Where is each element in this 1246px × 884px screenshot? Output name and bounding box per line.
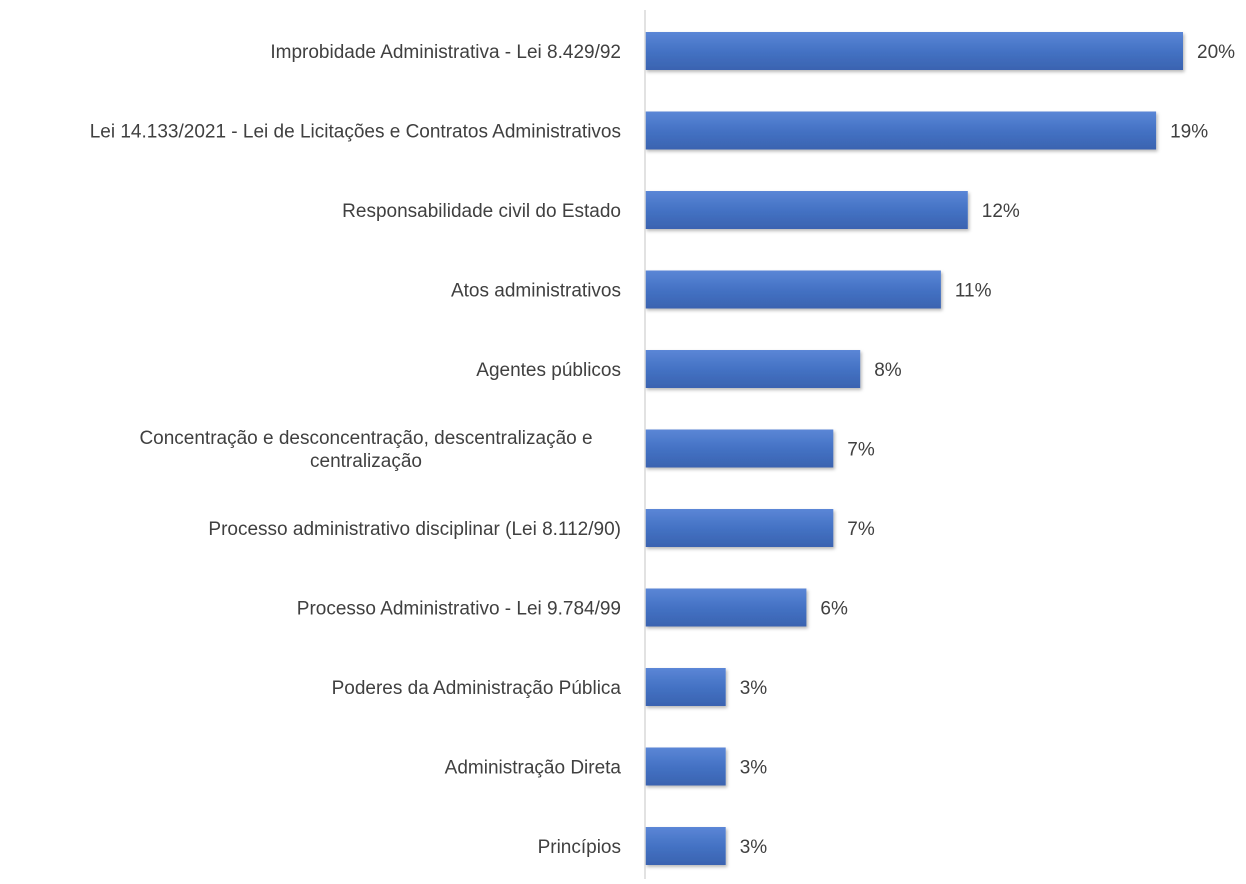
bar-value-label: 3% <box>740 758 768 779</box>
bar-value-label: 8% <box>874 360 902 381</box>
bar-value-label: 19% <box>1170 122 1208 143</box>
bar <box>645 747 726 786</box>
bar <box>645 588 807 627</box>
bar <box>645 191 968 229</box>
bar <box>645 111 1157 150</box>
category-label-line: Poderes da Administração Pública <box>332 678 622 699</box>
category-label-line: centralização <box>310 451 422 472</box>
bar <box>645 827 726 865</box>
category-label-line: Administração Direta <box>445 758 622 779</box>
category-labels-layer: Improbidade Administrativa - Lei 8.429/9… <box>90 42 622 858</box>
bar <box>645 429 834 468</box>
category-label: Administração Direta <box>445 758 622 779</box>
category-label-line: Improbidade Administrativa - Lei 8.429/9… <box>270 42 621 63</box>
bar <box>645 350 861 388</box>
bar <box>645 668 726 706</box>
category-label-line: Processo Administrativo - Lei 9.784/99 <box>297 599 621 620</box>
category-label-line: Agentes públicos <box>476 360 621 381</box>
category-label: Atos administrativos <box>451 281 621 302</box>
bar-value-label: 3% <box>740 837 768 858</box>
bar <box>645 509 834 547</box>
bar-value-label: 12% <box>982 201 1020 222</box>
category-label: Lei 14.133/2021 - Lei de Licitações e Co… <box>90 122 621 143</box>
category-label: Concentração e desconcentração, descentr… <box>139 428 592 472</box>
bar-value-label: 11% <box>955 281 992 302</box>
bar-value-label: 7% <box>847 519 875 540</box>
category-label: Princípios <box>538 837 621 858</box>
bar-value-label: 20% <box>1197 42 1235 63</box>
category-label-line: Responsabilidade civil do Estado <box>342 201 621 222</box>
category-label-line: Princípios <box>538 837 621 858</box>
category-label: Improbidade Administrativa - Lei 8.429/9… <box>270 42 621 63</box>
category-label: Processo administrativo disciplinar (Lei… <box>208 519 621 540</box>
category-label: Poderes da Administração Pública <box>332 678 622 699</box>
category-label: Agentes públicos <box>476 360 621 381</box>
bar <box>645 270 941 309</box>
category-label-line: Lei 14.133/2021 - Lei de Licitações e Co… <box>90 122 621 143</box>
bar-value-label: 3% <box>740 678 768 699</box>
bar <box>645 32 1183 70</box>
bars-layer <box>645 32 1183 865</box>
bar-value-label: 7% <box>847 440 875 461</box>
bar-value-label: 6% <box>820 599 848 620</box>
category-label-line: Concentração e desconcentração, descentr… <box>139 428 592 449</box>
category-label-line: Atos administrativos <box>451 281 621 302</box>
category-label: Responsabilidade civil do Estado <box>342 201 621 222</box>
category-label: Processo Administrativo - Lei 9.784/99 <box>297 599 621 620</box>
category-label-line: Processo administrativo disciplinar (Lei… <box>208 519 621 540</box>
value-labels-layer: 20% 19% 12% 11% 8% 7% 7% 6% 3% 3% 3% <box>740 42 1235 858</box>
